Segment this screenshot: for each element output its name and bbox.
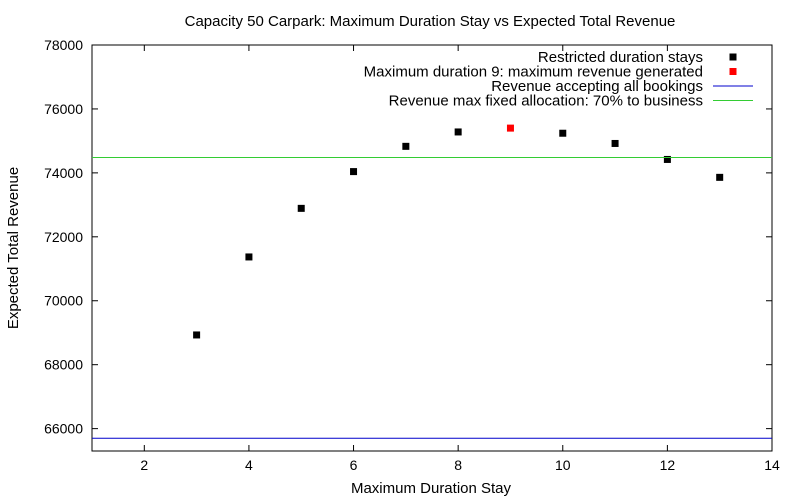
data-point (559, 129, 567, 137)
y-tick-label: 68000 (44, 357, 83, 373)
data-point (245, 253, 253, 261)
data-point (506, 124, 514, 132)
x-tick-label: 14 (764, 457, 780, 473)
plot-area: 2 4 6 8 10 12 14 66000 68000 70000 72000 74000 76000… (44, 37, 780, 473)
y-tick-label: 74000 (44, 165, 83, 181)
y-tick-label: 66000 (44, 421, 83, 437)
data-point (716, 173, 724, 181)
y-tick-label: 78000 (44, 37, 83, 53)
legend-label: Restricted duration stays (538, 49, 703, 66)
data-point (663, 155, 671, 163)
chart-title: Capacity 50 Carpark: Maximum Duration St… (185, 13, 676, 30)
y-tick-label: 76000 (44, 101, 83, 117)
data-point (297, 204, 305, 212)
data-point (454, 128, 462, 136)
legend-point-swatch (729, 68, 737, 75)
x-tick-label: 8 (454, 457, 462, 473)
legend-label: Revenue accepting all bookings (491, 78, 703, 95)
x-tick-label: 6 (350, 457, 358, 473)
y-tick-label: 72000 (44, 229, 83, 245)
x-tick-label: 4 (245, 457, 253, 473)
x-tick-label: 12 (660, 457, 676, 473)
legend-label: Maximum duration 9: maximum revenue gene… (364, 64, 703, 81)
plot-frame (91, 44, 773, 452)
data-point (611, 139, 619, 147)
x-tick-label: 2 (140, 457, 148, 473)
x-axis-label: Maximum Duration Stay (351, 480, 512, 497)
data-point (402, 142, 410, 150)
data-point (193, 331, 201, 339)
y-axis-label: Expected Total Revenue (5, 167, 22, 329)
legend-label: Revenue max fixed allocation: 70% to bus… (389, 93, 703, 110)
y-tick-label: 70000 (44, 293, 83, 309)
x-tick-label: 10 (555, 457, 571, 473)
legend-point-swatch (729, 53, 737, 61)
data-point (350, 168, 358, 176)
